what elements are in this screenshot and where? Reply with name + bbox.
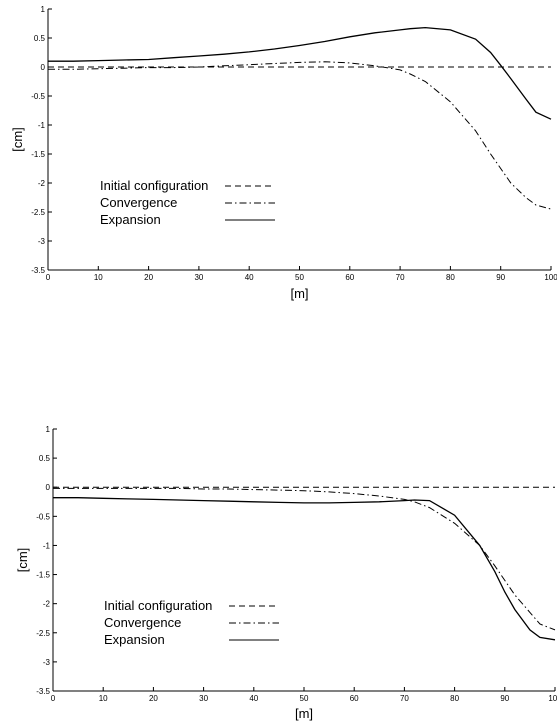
- x-tick-label: 100: [544, 273, 557, 282]
- x-tick-label: 0: [46, 273, 51, 282]
- y-tick-label: -1.5: [31, 150, 45, 159]
- y-tick-label: -3: [38, 237, 46, 246]
- series-line-dashdot: [48, 61, 552, 210]
- x-tick-label: 100: [548, 694, 557, 703]
- chart-2: 0 10 20 30 40 50 60 70 80 90 100 1 0.5 0 -0.5 -1 -1.5 -2 -…: [15, 425, 557, 721]
- x-axis-label: [m]: [290, 286, 308, 301]
- y-tick-label: -0.5: [36, 512, 50, 521]
- y-tick-label: -2.5: [31, 208, 45, 217]
- y-tick-label: -2: [38, 179, 46, 188]
- y-tick-label: -1: [38, 121, 46, 130]
- y-tick-label: -2: [43, 600, 51, 609]
- x-tick-label: 80: [446, 273, 455, 282]
- y-tick-label: 0.5: [34, 34, 46, 43]
- legend-label: Expansion: [104, 632, 165, 647]
- series-line-dashdot: [53, 487, 556, 631]
- chart-1: 0 10 20 30 40 50 60 70 80 90 100 1 0.5 0 -0.5 -1 -1.5 -2 -…: [10, 5, 557, 301]
- x-tick-label: 70: [400, 694, 409, 703]
- legend-label: Convergence: [104, 615, 181, 630]
- x-tick-label: 20: [149, 694, 158, 703]
- y-axis-label: [cm]: [10, 127, 25, 152]
- legend-label: Convergence: [100, 195, 177, 210]
- y-tick-label: -3.5: [36, 687, 50, 696]
- legend-label: Initial configuration: [100, 178, 208, 193]
- y-axis-label: [cm]: [15, 548, 30, 573]
- y-tick-label: 0.5: [39, 454, 51, 463]
- x-axis-label: [m]: [295, 706, 313, 721]
- x-tick-label: 90: [500, 694, 509, 703]
- y-tick-label: -3.5: [31, 266, 45, 275]
- y-tick-label: -1: [43, 541, 51, 550]
- y-tick-label: 0: [41, 63, 46, 72]
- y-tick-label: 0: [46, 483, 51, 492]
- series-line-solid: [53, 497, 556, 641]
- x-tick-label: 0: [51, 694, 56, 703]
- y-tick-label: 1: [41, 5, 46, 14]
- x-tick-label: 20: [144, 273, 153, 282]
- x-tick-label: 60: [350, 694, 359, 703]
- x-tick-label: 50: [300, 694, 309, 703]
- x-tick-label: 80: [450, 694, 459, 703]
- x-tick-label: 10: [99, 694, 108, 703]
- x-tick-label: 10: [94, 273, 103, 282]
- x-tick-label: 50: [295, 273, 304, 282]
- x-tick-label: 70: [396, 273, 405, 282]
- x-tick-label: 30: [199, 694, 208, 703]
- x-tick-label: 30: [194, 273, 203, 282]
- y-tick-label: -3: [43, 658, 51, 667]
- series-line-solid: [48, 26, 552, 120]
- x-tick-label: 90: [496, 273, 505, 282]
- x-tick-label: 60: [345, 273, 354, 282]
- y-tick-label: -2.5: [36, 629, 50, 638]
- y-tick-label: -1.5: [36, 571, 50, 580]
- legend-label: Initial configuration: [104, 598, 212, 613]
- legend-label: Expansion: [100, 212, 161, 227]
- y-tick-label: -0.5: [31, 92, 45, 101]
- y-tick-label: 1: [46, 425, 51, 434]
- x-tick-label: 40: [249, 694, 258, 703]
- x-tick-label: 40: [245, 273, 254, 282]
